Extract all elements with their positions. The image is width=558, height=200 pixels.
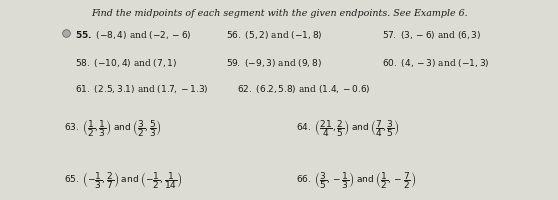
- Text: $57.$ $(3,-6)$ and $(6,3)$: $57.$ $(3,-6)$ and $(6,3)$: [382, 29, 482, 41]
- Text: $61.$ $(2.5,3.1)$ and $(1.7,-1.3)$: $61.$ $(2.5,3.1)$ and $(1.7,-1.3)$: [75, 83, 209, 95]
- Text: $60.$ $(4,-3)$ and $(-1,3)$: $60.$ $(4,-3)$ and $(-1,3)$: [382, 57, 490, 69]
- Text: $63.\;\left(\dfrac{1}{2},\dfrac{1}{3}\right)\;\mathrm{and}\;\left(\dfrac{3}{2},\: $63.\;\left(\dfrac{1}{2},\dfrac{1}{3}\ri…: [64, 118, 162, 138]
- Text: $64.\;\left(\dfrac{21}{4},\dfrac{2}{5}\right)\;\mathrm{and}\;\left(\dfrac{7}{4},: $64.\;\left(\dfrac{21}{4},\dfrac{2}{5}\r…: [296, 118, 400, 138]
- Text: $62.$ $(6.2,5.8)$ and $(1.4,-0.6)$: $62.$ $(6.2,5.8)$ and $(1.4,-0.6)$: [237, 83, 371, 95]
- Text: $56.$ $(5,2)$ and $(-1,8)$: $56.$ $(5,2)$ and $(-1,8)$: [226, 29, 323, 41]
- Text: $59.$ $(-9,3)$ and $(9,8)$: $59.$ $(-9,3)$ and $(9,8)$: [226, 57, 322, 69]
- Text: $66.\;\left(\dfrac{3}{5},-\dfrac{1}{3}\right)\;\mathrm{and}\;\left(\dfrac{1}{2},: $66.\;\left(\dfrac{3}{5},-\dfrac{1}{3}\r…: [296, 170, 416, 190]
- Text: $65.\;\left(-\dfrac{1}{3},\dfrac{2}{7}\right)\;\mathrm{and}\;\left(-\dfrac{1}{2}: $65.\;\left(-\dfrac{1}{3},\dfrac{2}{7}\r…: [64, 170, 183, 190]
- Text: $58.$ $(-10,4)$ and $(7,1)$: $58.$ $(-10,4)$ and $(7,1)$: [75, 57, 177, 69]
- Text: Find the midpoints of each segment with the given endpoints. See Example 6.: Find the midpoints of each segment with …: [91, 9, 467, 18]
- Text: $\mathbf{55.}$ $(-8,4)$ and $(-2,-6)$: $\mathbf{55.}$ $(-8,4)$ and $(-2,-6)$: [75, 29, 192, 41]
